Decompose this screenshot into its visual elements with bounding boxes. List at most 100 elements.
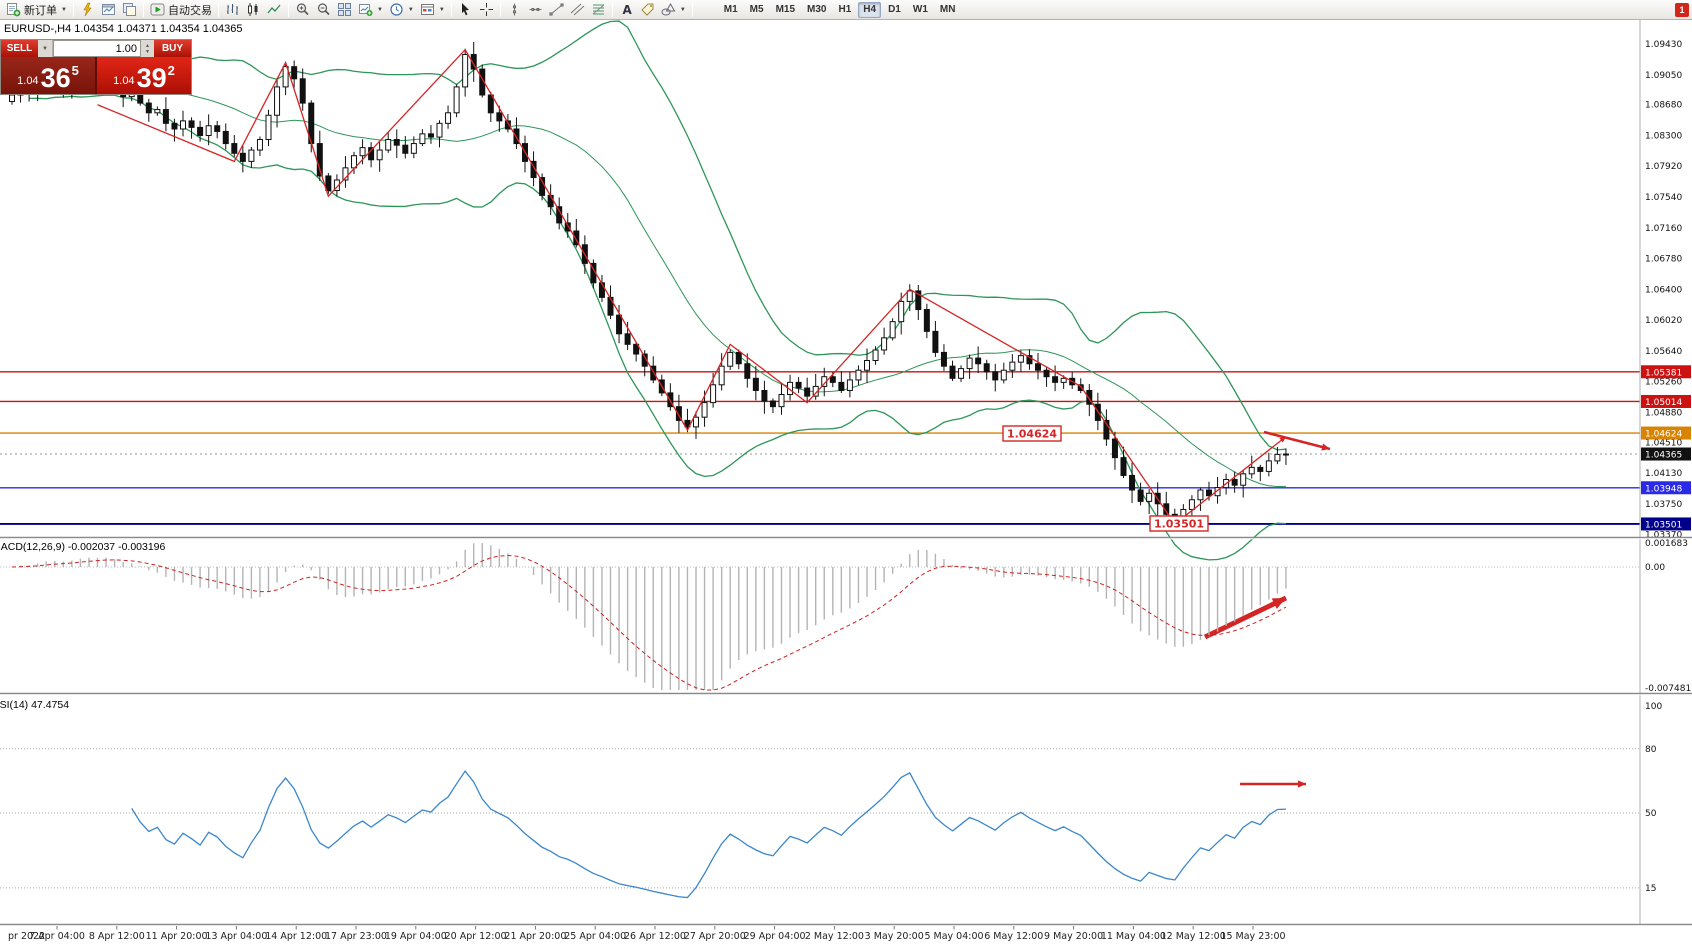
autotrading-button[interactable]: 自动交易	[147, 1, 215, 19]
profiles-button[interactable]	[119, 1, 140, 19]
new-order-button[interactable]: 新订单 ▼	[3, 1, 70, 19]
new-chart-button[interactable]: ▼	[355, 1, 386, 19]
chevron-down-icon: ▼	[376, 6, 383, 13]
timeframe-h4-button[interactable]: H4	[858, 1, 882, 18]
zoom-in-button[interactable]	[292, 1, 313, 19]
tile-windows-button[interactable]	[334, 1, 355, 19]
svg-text:21 Apr 20:00: 21 Apr 20:00	[504, 931, 566, 942]
sell-price-big: 36	[40, 63, 71, 93]
sell-label[interactable]: SELL	[1, 40, 38, 57]
shapes-tool-button[interactable]: ▼	[658, 1, 689, 19]
sell-price-prefix: 1.04	[17, 75, 39, 87]
macd-panel[interactable]: 0.001683 0.00 -0.007481	[0, 539, 1691, 694]
alert-icon[interactable]: 1	[1675, 2, 1689, 17]
svg-text:11 May 04:00: 11 May 04:00	[1101, 931, 1166, 942]
toolbar-separator	[499, 2, 501, 17]
macd-indicator-label: MACD(12,26,9) -0.002037 -0.003196	[0, 541, 166, 553]
zoom-out-icon	[317, 3, 330, 16]
timeframe-m30-button[interactable]: M30	[807, 4, 827, 15]
buy-label[interactable]: BUY	[154, 40, 191, 57]
main-toolbar: 新订单 ▼ 自动交易	[0, 0, 1692, 20]
template-icon	[420, 4, 434, 15]
sell-price-sup: 5	[71, 63, 79, 78]
vertical-line-tool-button[interactable]	[504, 1, 525, 19]
volume-stepper[interactable]: ▲ ▼	[145, 42, 150, 55]
periods-button[interactable]: ▼	[386, 1, 417, 19]
horizontal-line-tool-button[interactable]	[525, 1, 546, 19]
svg-text:27 Apr 20:00: 27 Apr 20:00	[684, 931, 746, 942]
svg-text:19 Apr 04:00: 19 Apr 04:00	[385, 931, 447, 942]
toolbar-separator	[287, 2, 289, 17]
chevron-down-icon: ▼	[407, 6, 414, 13]
svg-text:0.00: 0.00	[1645, 563, 1665, 573]
zoom-out-button[interactable]	[313, 1, 334, 19]
channel-tool-button[interactable]	[567, 1, 588, 19]
candlestick-mode-button[interactable]	[243, 1, 264, 19]
volume-input[interactable]	[53, 40, 141, 57]
text-tool-button[interactable]: A	[616, 1, 637, 19]
svg-text:2 May 12:00: 2 May 12:00	[805, 931, 864, 942]
timeframe-m5-button[interactable]: M5	[749, 4, 764, 15]
price-chart-panel[interactable]: 1.04624 1.03501	[0, 20, 1640, 788]
lightning-icon	[83, 2, 92, 17]
sell-price-button[interactable]: 1.04 36 5	[1, 57, 95, 94]
cursor-tool-button[interactable]	[455, 1, 476, 19]
svg-text:1.03501: 1.03501	[1645, 520, 1682, 530]
line-chart-mode-button[interactable]	[264, 1, 285, 19]
timeframe-group: M1 M5 M15 M30 H1 H4 D1 W1 MN	[718, 1, 962, 18]
svg-text:1.04510: 1.04510	[1645, 438, 1682, 448]
crosshair-icon	[479, 3, 493, 16]
timeframe-mn-button[interactable]: MN	[939, 4, 956, 15]
timeframe-m1-button[interactable]: M1	[723, 4, 738, 15]
toolbar-separator	[611, 2, 613, 17]
svg-text:12 May 12:00: 12 May 12:00	[1161, 931, 1226, 942]
svg-text:1.06020: 1.06020	[1645, 316, 1682, 326]
volume-dropdown-arrow[interactable]: ▼	[38, 40, 53, 57]
timeframe-d1-button[interactable]: D1	[888, 4, 901, 15]
timeframe-w1-button[interactable]: W1	[912, 4, 928, 15]
cursor-icon	[461, 3, 469, 16]
chart-title: EURUSD-,H4 1.04354 1.04371 1.04354 1.043…	[4, 23, 243, 35]
svg-text:1.07160: 1.07160	[1645, 224, 1682, 234]
candlestick-icon	[247, 3, 258, 16]
timeframe-m15-button[interactable]: M15	[775, 4, 796, 15]
bar-chart-mode-button[interactable]	[222, 1, 243, 19]
svg-text:1.09430: 1.09430	[1645, 40, 1682, 50]
svg-text:1.03750: 1.03750	[1645, 500, 1682, 510]
buy-price-button[interactable]: 1.04 39 2	[97, 57, 191, 94]
zoom-in-icon	[296, 3, 309, 16]
svg-text:pr 2022: pr 2022	[8, 931, 45, 942]
timeframe-h1-button[interactable]: H1	[838, 4, 852, 15]
label-tool-button[interactable]	[637, 1, 658, 19]
trendline-tool-button[interactable]	[546, 1, 567, 19]
horizontal-line-icon	[529, 8, 542, 11]
svg-text:15 May 23:00: 15 May 23:00	[1220, 931, 1285, 942]
svg-text:3 May 20:00: 3 May 20:00	[865, 931, 924, 942]
tile-windows-icon	[337, 3, 351, 16]
chart-window-button[interactable]	[98, 1, 119, 19]
crosshair-tool-button[interactable]	[476, 1, 497, 19]
trendline-icon	[549, 3, 564, 16]
svg-text:1.05381: 1.05381	[1645, 368, 1682, 378]
templates-button[interactable]: ▼	[417, 1, 448, 19]
toolbar-separator	[450, 2, 452, 17]
fibonacci-tool-button[interactable]	[588, 1, 609, 19]
market-watch-button[interactable]	[77, 1, 98, 19]
price-axis[interactable]: 1.09430 1.09050 1.08680 1.08300 1.07920 1.075…	[1639, 20, 1691, 925]
chevron-down-icon: ▼	[438, 6, 445, 13]
bar-chart-icon	[226, 4, 238, 15]
svg-text:1.07540: 1.07540	[1645, 193, 1682, 203]
svg-text:1.04880: 1.04880	[1645, 408, 1682, 418]
svg-text:25 Apr 04:00: 25 Apr 04:00	[564, 931, 626, 942]
svg-text:13 Apr 04:00: 13 Apr 04:00	[205, 931, 267, 942]
rsi-panel[interactable]: 100 80 50 15	[0, 702, 1662, 899]
svg-text:1.05640: 1.05640	[1645, 347, 1682, 357]
svg-text:7 Apr 04:00: 7 Apr 04:00	[29, 931, 85, 942]
shapes-icon	[661, 2, 676, 16]
toolbar-separator	[691, 2, 693, 17]
channel-icon	[570, 3, 585, 16]
